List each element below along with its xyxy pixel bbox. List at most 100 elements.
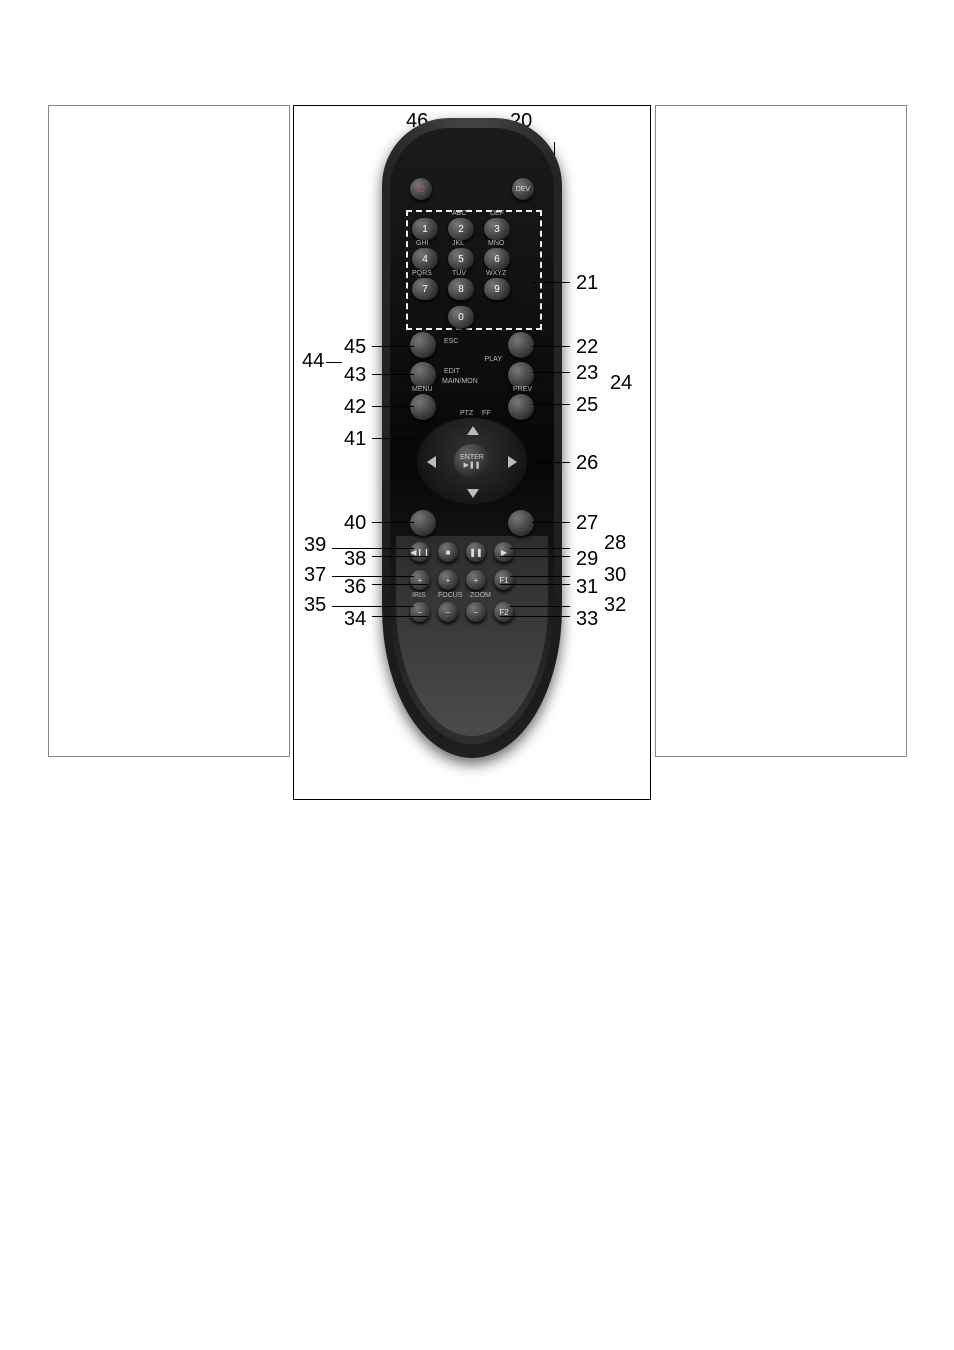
plus-row: + + + F1 (410, 570, 514, 590)
key-2-label: 2 (458, 224, 464, 235)
power-button[interactable]: ⏻ (410, 178, 432, 200)
lead-28 (510, 548, 570, 549)
menu-label: MENU (412, 386, 433, 393)
iris-minus[interactable]: − (410, 602, 430, 622)
esc-button[interactable] (410, 332, 436, 358)
stop-button[interactable]: ■ (438, 542, 458, 562)
key-4[interactable]: 4 (412, 248, 438, 270)
prev-button[interactable] (508, 394, 534, 420)
ff-label: FF (482, 410, 491, 417)
callout-43: 43 (344, 364, 366, 387)
lead-31 (500, 584, 570, 585)
callout-41: 41 (344, 428, 366, 451)
ptz-label: PTZ (460, 410, 473, 417)
f1-button[interactable]: F1 (494, 570, 514, 590)
key-9[interactable]: 9 (484, 278, 510, 300)
dpad-down[interactable] (467, 489, 479, 498)
lead-21 (532, 282, 570, 283)
key-7[interactable]: 7 (412, 278, 438, 300)
callout-26: 26 (576, 452, 598, 475)
key-8-label: 8 (458, 284, 464, 295)
edit-button[interactable] (410, 362, 436, 388)
callout-34: 34 (344, 608, 366, 631)
callout-39: 39 (304, 534, 326, 557)
callout-33: 33 (576, 608, 598, 631)
callout-42: 42 (344, 396, 366, 419)
callout-37: 37 (304, 564, 326, 587)
mainmon-label: MAIN/MON (442, 378, 478, 385)
lead-41 (372, 438, 414, 439)
key-4-sup: GHI (416, 240, 428, 247)
fwd-button[interactable]: ▶ (494, 542, 514, 562)
key-6[interactable]: 6 (484, 248, 510, 270)
iris-label: IRIS (412, 592, 426, 599)
dpad: ENTER ▶❚❚ (417, 418, 527, 504)
lead-33 (500, 616, 570, 617)
callout-35: 35 (304, 594, 326, 617)
lead-32 (510, 606, 570, 607)
key-7-label: 7 (422, 284, 428, 295)
callout-30: 30 (604, 564, 626, 587)
key-4-label: 4 (422, 254, 428, 265)
esc-label: ESC (444, 338, 458, 345)
btn-40[interactable] (410, 510, 436, 536)
callout-23: 23 (576, 362, 598, 385)
key-5[interactable]: 5 (448, 248, 474, 270)
key-1[interactable]: 1 (412, 218, 438, 240)
key-2-sup: ABC (452, 210, 466, 217)
key-3[interactable]: 3 (484, 218, 510, 240)
dpad-right[interactable] (508, 456, 517, 468)
play-label: PLAY (485, 356, 502, 363)
focus-minus-label: − (446, 608, 451, 617)
zoom-minus[interactable]: − (466, 602, 486, 622)
minus-row: − − − F2 (410, 602, 514, 622)
callout-38: 38 (344, 548, 366, 571)
lead-35 (332, 606, 414, 607)
zoom-plus[interactable]: + (466, 570, 486, 590)
frame-right (655, 105, 907, 757)
lead-43 (372, 374, 414, 375)
dpad-left[interactable] (427, 456, 436, 468)
callout-45: 45 (344, 336, 366, 359)
menu-button[interactable] (410, 394, 436, 420)
lead-23 (532, 372, 570, 373)
keypad-row-3: 7 8 9 (412, 278, 510, 300)
prev-label: PREV (513, 386, 532, 393)
enter-button[interactable]: ENTER ▶❚❚ (454, 444, 490, 478)
btn-27[interactable] (508, 510, 534, 536)
callout-25: 25 (576, 394, 598, 417)
dpad-up[interactable] (467, 426, 479, 435)
focus-plus[interactable]: + (438, 570, 458, 590)
lead-40 (372, 522, 414, 523)
rev-button[interactable]: ◀❙❙ (410, 542, 430, 562)
lead-38 (372, 556, 428, 557)
key-8[interactable]: 8 (448, 278, 474, 300)
key-7-sup: PQRS (412, 270, 432, 277)
lead-36 (372, 584, 428, 585)
callout-44: 44 (302, 350, 324, 373)
lead-26 (532, 462, 570, 463)
edit-label: EDIT (444, 368, 460, 375)
play-button[interactable] (508, 362, 534, 388)
key-2[interactable]: 2 (448, 218, 474, 240)
key-5-label: 5 (458, 254, 464, 265)
lead-44 (326, 362, 342, 363)
iris-plus[interactable]: + (410, 570, 430, 590)
f2-button[interactable]: F2 (494, 602, 514, 622)
callout-27: 27 (576, 512, 598, 535)
lead-42 (372, 406, 414, 407)
key-9-label: 9 (494, 284, 500, 295)
lead-25 (532, 404, 570, 405)
focus-minus[interactable]: − (438, 602, 458, 622)
zoom-plus-label: + (474, 576, 479, 585)
dev-label: DEV (516, 186, 530, 193)
dev-button[interactable]: DEV (512, 178, 534, 200)
key-5-sup: JKL (452, 240, 464, 247)
key-3-sup: DEF (490, 210, 504, 217)
lead-29 (500, 556, 570, 557)
key-0[interactable]: 0 (448, 306, 474, 328)
pause2-button[interactable]: ❚❚ (466, 542, 486, 562)
key-3-label: 3 (494, 224, 500, 235)
btn-22[interactable] (508, 332, 534, 358)
zoom-label: ZOOM (470, 592, 491, 599)
